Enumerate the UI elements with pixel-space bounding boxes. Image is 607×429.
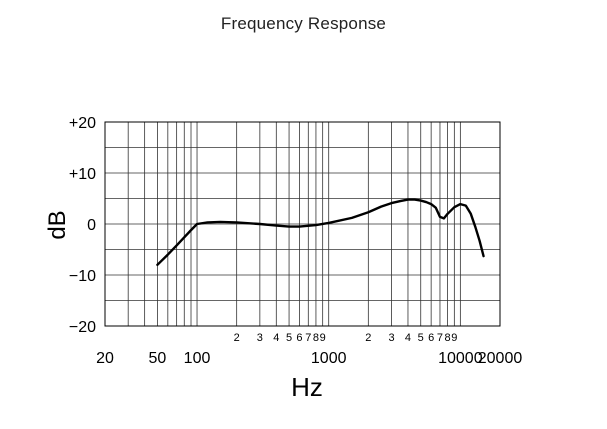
x-minor-tick-label: 3 bbox=[257, 332, 263, 344]
x-minor-tick-label: 8 bbox=[445, 332, 451, 344]
x-minor-tick-label: 8 bbox=[313, 332, 319, 344]
x-minor-tick-label: 4 bbox=[405, 332, 411, 344]
x-minor-tick-label: 9 bbox=[320, 332, 326, 344]
x-minor-tick-label: 9 bbox=[451, 332, 457, 344]
y-tick-label: +10 bbox=[69, 166, 96, 183]
x-major-tick-label: 100 bbox=[184, 350, 211, 367]
x-minor-tick-label: 7 bbox=[437, 332, 443, 344]
x-minor-tick-label: 6 bbox=[428, 332, 434, 344]
plot-frame bbox=[104, 121, 501, 327]
x-minor-tick-label: 7 bbox=[305, 332, 311, 344]
x-major-tick-label: 20000 bbox=[478, 350, 523, 367]
x-minor-tick-label: 4 bbox=[273, 332, 279, 344]
series-layer bbox=[156, 198, 485, 266]
chart-title: Frequency Response bbox=[220, 14, 387, 33]
x-major-tick-label: 1000 bbox=[311, 350, 347, 367]
y-tick-label: +20 bbox=[69, 115, 96, 132]
x-minor-tick-label: 5 bbox=[286, 332, 292, 344]
y-tick-labels: +20 +10 0 −10 −20 bbox=[69, 115, 96, 336]
x-minor-tick-label: 3 bbox=[388, 332, 394, 344]
y-tick-label: 0 bbox=[87, 217, 96, 234]
x-major-tick-label: 10000 bbox=[438, 350, 483, 367]
x-minor-tick-label: 2 bbox=[365, 332, 371, 344]
x-minor-tick-label: 6 bbox=[296, 332, 302, 344]
y-tick-label: −20 bbox=[69, 319, 96, 336]
grid-lines bbox=[104, 121, 501, 327]
x-axis-label: Hz bbox=[291, 372, 323, 402]
y-tick-label: −10 bbox=[69, 268, 96, 285]
x-minor-tick-label: 5 bbox=[418, 332, 424, 344]
x-minor-tick-label: 2 bbox=[234, 332, 240, 344]
x-major-tick-label: 20 bbox=[96, 350, 114, 367]
x-major-tick-label: 50 bbox=[149, 350, 167, 367]
y-axis-label: dB bbox=[44, 210, 71, 239]
frequency-response-line bbox=[156, 198, 485, 266]
